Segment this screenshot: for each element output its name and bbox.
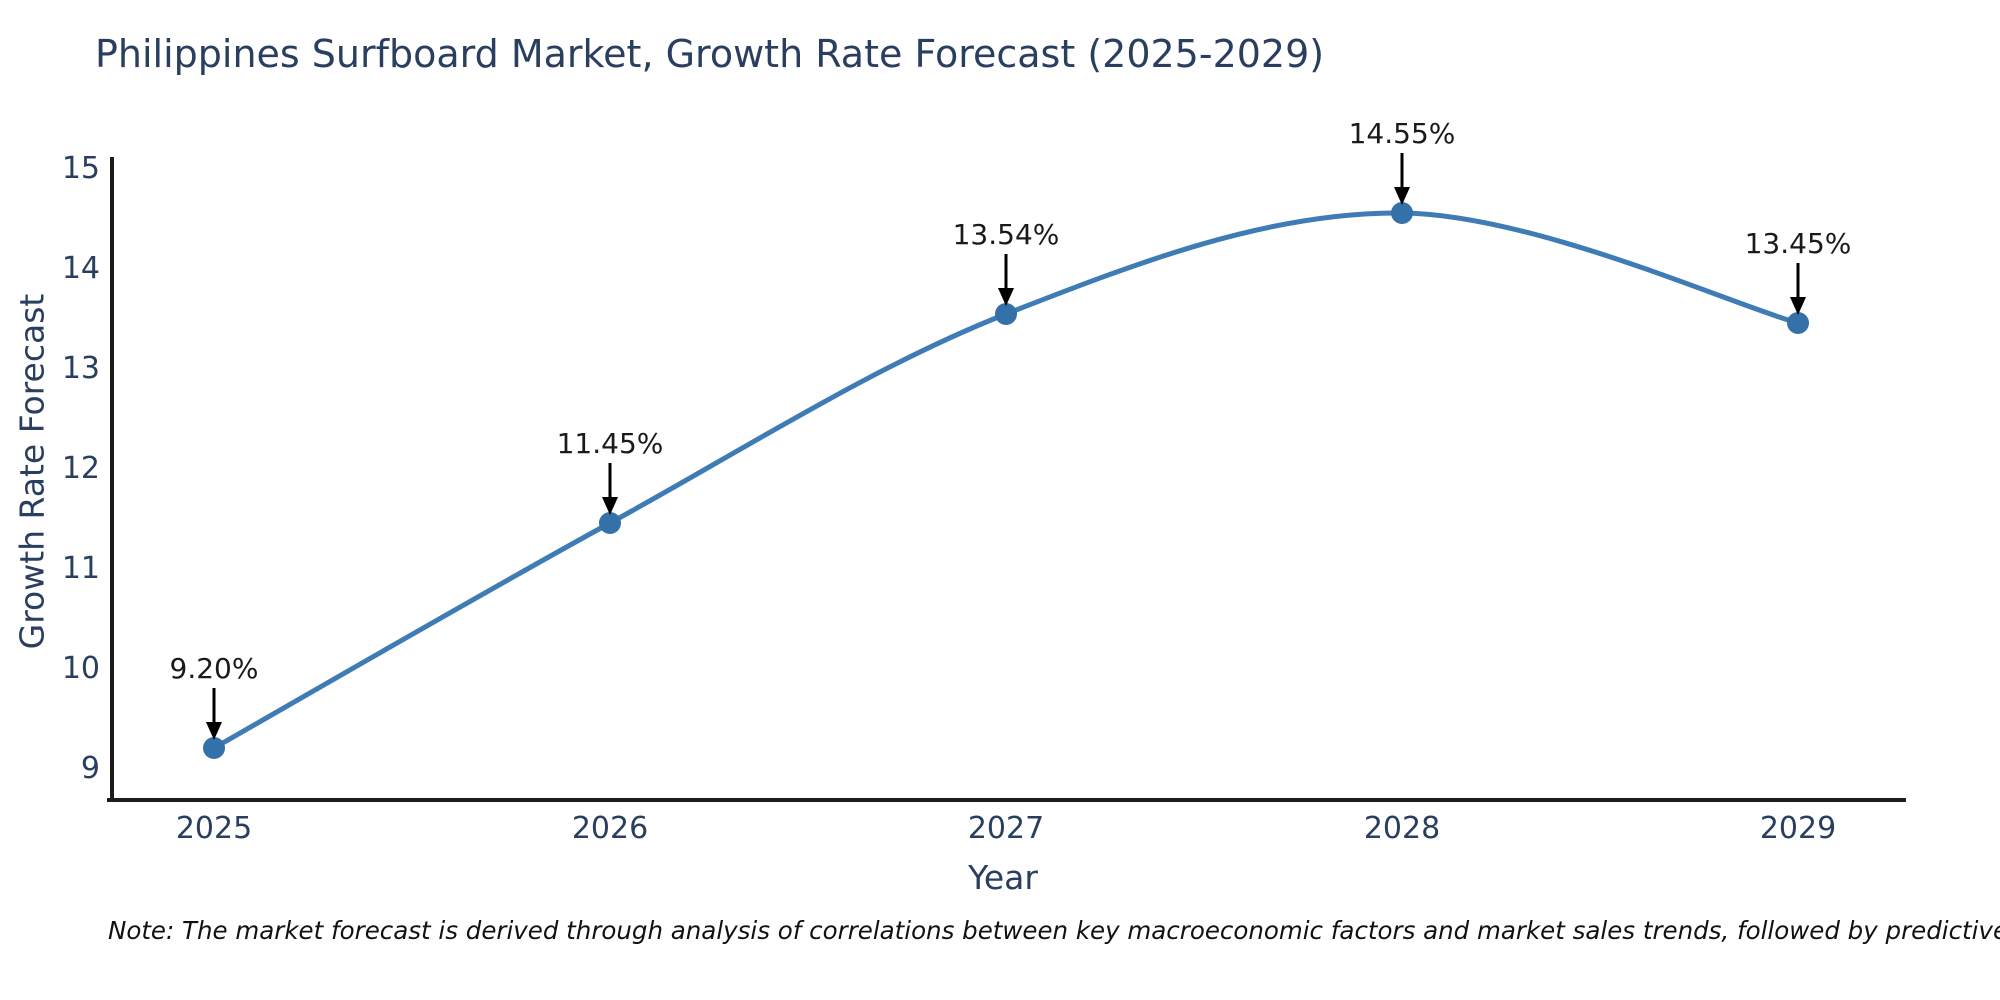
annotation-labels: 9.20% 11.45% 13.54% 14.55% 13.45% <box>170 117 1852 685</box>
y-axis-title: Growth Rate Forecast <box>12 293 52 650</box>
x-axis-title: Year <box>968 858 1038 897</box>
data-point-label: 13.54% <box>953 218 1060 251</box>
annotation-arrows <box>206 153 1806 740</box>
x-tick-label: 2025 <box>176 811 252 846</box>
y-tick-label: 15 <box>62 151 100 186</box>
annotation-arrowhead <box>1394 187 1410 205</box>
y-tick-label: 13 <box>62 351 100 386</box>
data-point-marker[interactable] <box>995 303 1017 325</box>
y-tick-label: 11 <box>62 551 100 586</box>
data-point-label: 13.45% <box>1745 227 1852 260</box>
x-tick-label: 2026 <box>572 811 648 846</box>
annotation-arrowhead <box>602 497 618 515</box>
data-point-marker[interactable] <box>1391 202 1413 224</box>
y-axis-tick-labels: 9 10 11 12 13 14 15 <box>62 151 100 786</box>
footnote: Note: The market forecast is derived thr… <box>108 916 2000 945</box>
data-point-markers <box>203 202 1809 759</box>
x-tick-label: 2029 <box>1760 811 1836 846</box>
data-point-label: 9.20% <box>170 652 259 685</box>
annotation-arrowhead <box>998 288 1014 306</box>
x-tick-label: 2028 <box>1364 811 1440 846</box>
data-point-marker[interactable] <box>1787 312 1809 334</box>
x-axis-tick-labels: 2025 2026 2027 2028 2029 <box>176 811 1836 846</box>
y-tick-label: 12 <box>62 451 100 486</box>
y-tick-label: 9 <box>81 751 100 786</box>
chart-title: Philippines Surfboard Market, Growth Rat… <box>95 32 1325 76</box>
y-tick-label: 10 <box>62 651 100 686</box>
data-point-marker[interactable] <box>599 512 621 534</box>
annotation-arrowhead <box>206 722 222 740</box>
data-point-label: 14.55% <box>1349 117 1456 150</box>
data-point-label: 11.45% <box>557 427 664 460</box>
y-tick-label: 14 <box>62 251 100 286</box>
x-tick-label: 2027 <box>968 811 1044 846</box>
data-point-marker[interactable] <box>203 737 225 759</box>
annotation-arrowhead <box>1790 297 1806 315</box>
